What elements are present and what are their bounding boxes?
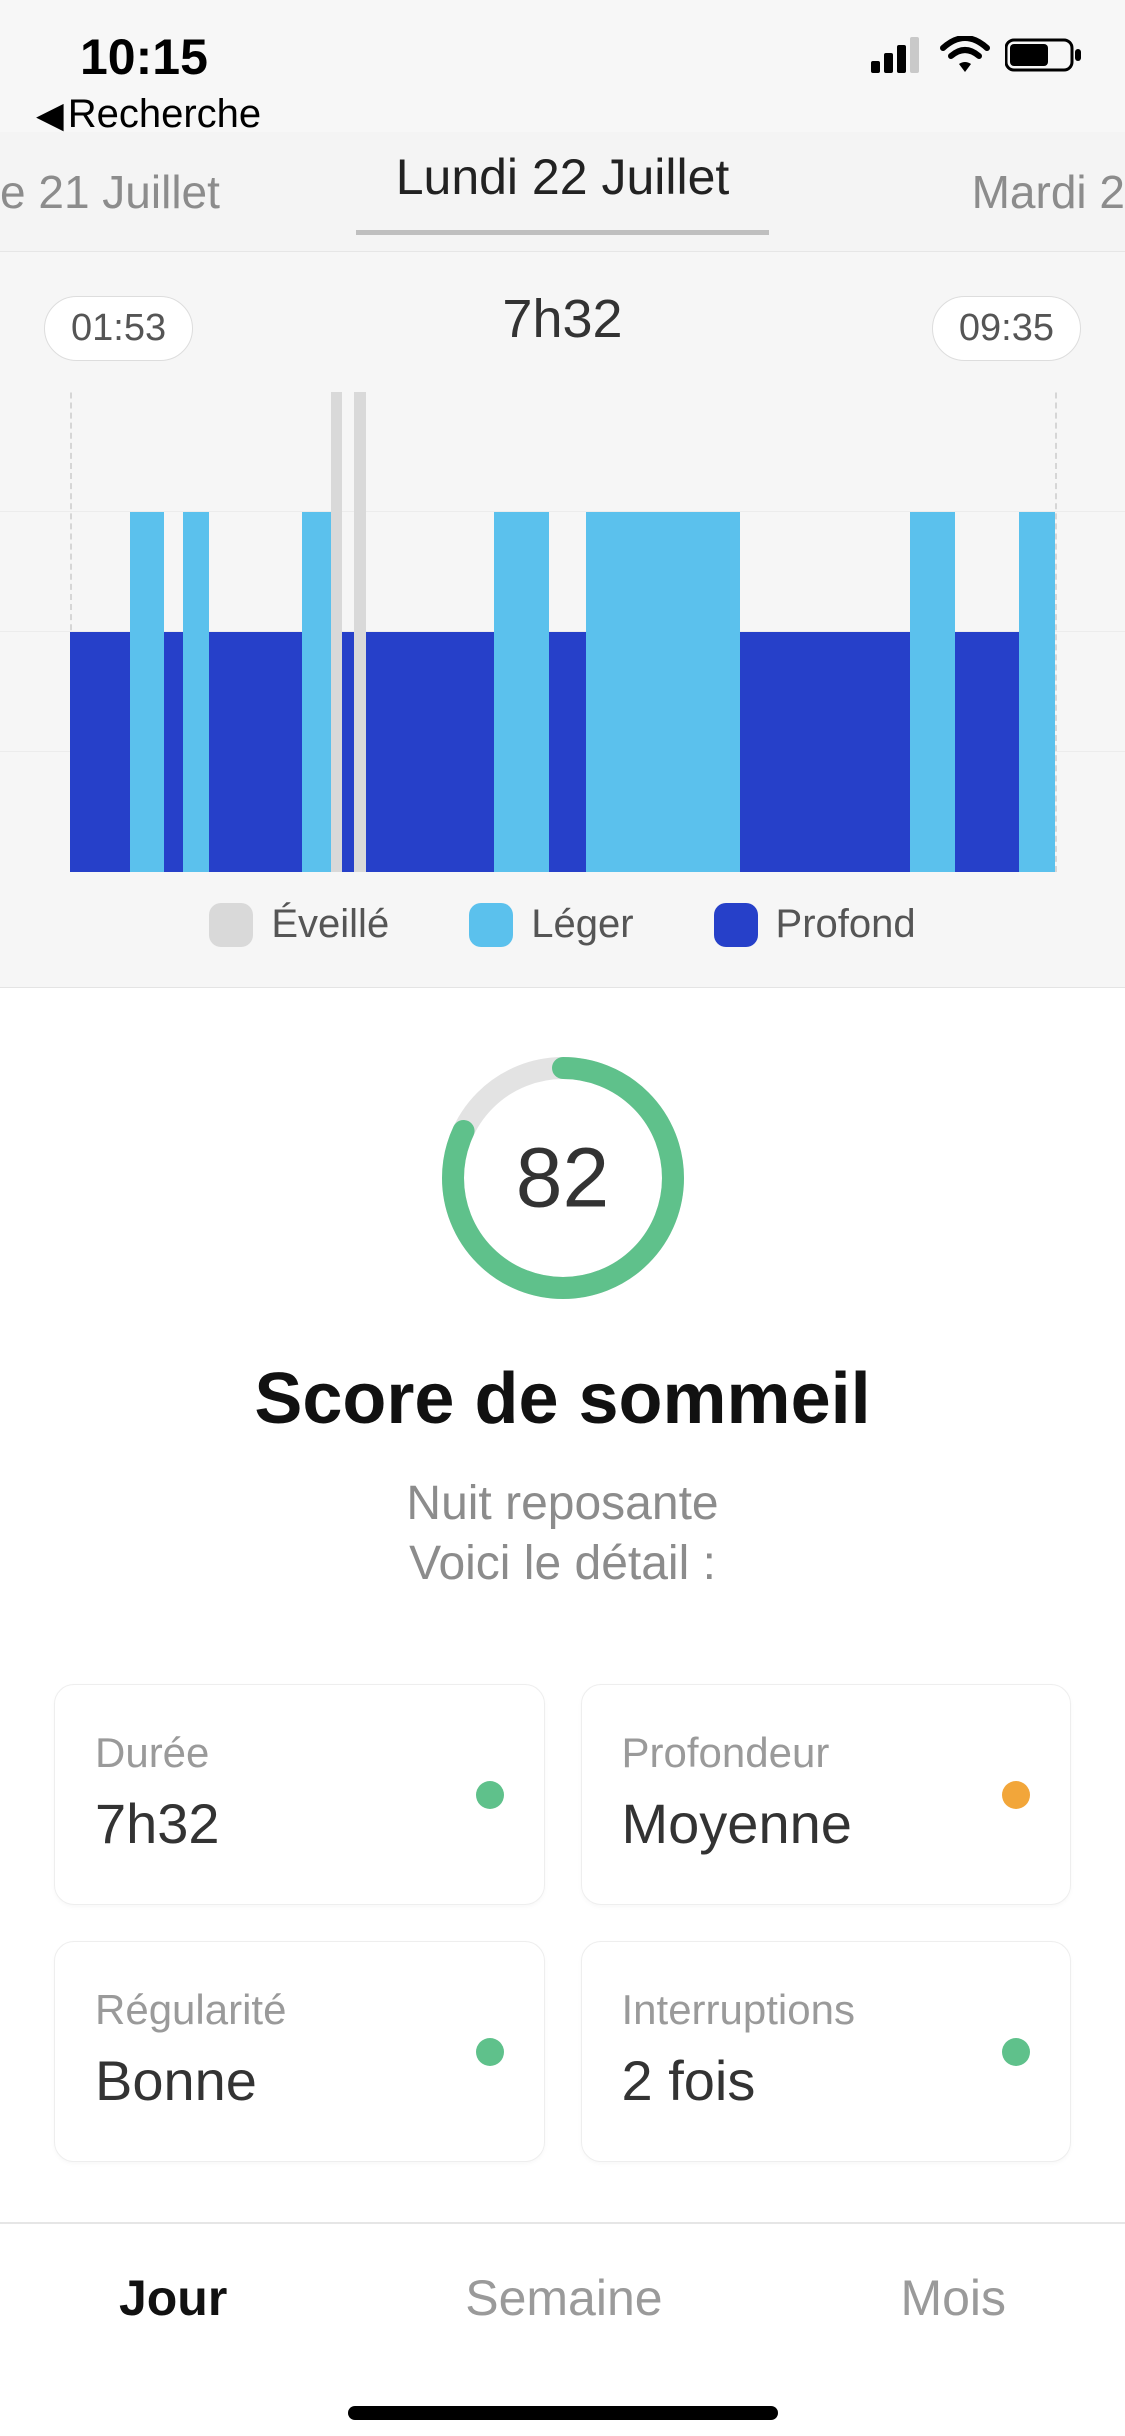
score-gauge[interactable]: 82 — [433, 1048, 693, 1308]
legend-item-awake: Éveillé — [209, 902, 389, 947]
legend-item-light: Léger — [469, 902, 633, 947]
card-status-dot — [476, 1781, 504, 1809]
sleep-chart-area: 01:53 7h32 09:35 Éveillé Léger Profond — [0, 252, 1125, 988]
sleep-segment-deep — [740, 632, 910, 872]
sleep-segment-light — [1019, 512, 1055, 872]
card-label: Profondeur — [622, 1729, 1031, 1777]
sleep-segment-deep — [209, 632, 302, 872]
card-value: 2 fois — [622, 2048, 1031, 2113]
score-value: 82 — [433, 1130, 693, 1227]
card-value: 7h32 — [95, 1791, 504, 1856]
card-value: Bonne — [95, 2048, 504, 2113]
sleep-duration: 7h32 — [502, 288, 622, 350]
score-subtitle: Nuit reposante Voici le détail : — [0, 1474, 1125, 1594]
chart-header: 01:53 7h32 09:35 — [0, 288, 1125, 368]
chart-gridline — [0, 511, 1125, 512]
chart-end-guide — [1055, 392, 1057, 872]
date-next[interactable]: Mardi 2 — [905, 165, 1125, 219]
period-tabs: Jour Semaine Mois — [0, 2222, 1125, 2372]
legend-label: Léger — [531, 902, 633, 947]
back-to-search[interactable]: ◀ Recherche — [36, 92, 261, 137]
card-status-dot — [476, 2038, 504, 2066]
card-status-dot — [1002, 2038, 1030, 2066]
status-right-cluster — [871, 36, 1083, 79]
legend-item-deep: Profond — [714, 902, 916, 947]
detail-card-2[interactable]: Régularité Bonne — [54, 1941, 545, 2162]
sleep-segment-awake — [354, 392, 367, 872]
sleep-segment-light — [183, 512, 209, 872]
score-section: 82 Score de sommeil Nuit reposante Voici… — [0, 988, 1125, 1594]
detail-cards: Durée 7h32 Profondeur Moyenne Régularité Bonn… — [0, 1594, 1125, 2222]
period-tab-semaine[interactable]: Semaine — [465, 2269, 662, 2327]
sleep-segment-light — [494, 512, 549, 872]
cellular-icon — [871, 37, 925, 78]
card-status-dot — [1002, 1781, 1030, 1809]
sleep-segment-light — [130, 512, 165, 872]
card-label: Durée — [95, 1729, 504, 1777]
detail-card-1[interactable]: Profondeur Moyenne — [581, 1684, 1072, 1905]
date-selector[interactable]: e 21 Juillet Lundi 22 Juillet Mardi 2 — [0, 132, 1125, 252]
sleep-chart-canvas[interactable] — [0, 392, 1125, 872]
sleep-end-pill: 09:35 — [932, 296, 1081, 361]
legend-swatch-awake — [209, 903, 253, 947]
legend-label: Éveillé — [271, 902, 389, 947]
status-time: 10:15 — [80, 28, 208, 86]
chart-legend: Éveillé Léger Profond — [0, 872, 1125, 987]
back-caret-icon: ◀ — [36, 94, 64, 136]
sleep-segment-deep — [366, 632, 494, 872]
detail-card-3[interactable]: Interruptions 2 fois — [581, 1941, 1072, 2162]
status-bar: 10:15 ◀ Recherche — [0, 0, 1125, 132]
sleep-segment-deep — [70, 632, 130, 872]
back-label: Recherche — [68, 92, 261, 137]
battery-icon — [1005, 37, 1083, 78]
sleep-segment-deep — [342, 632, 354, 872]
detail-card-0[interactable]: Durée 7h32 — [54, 1684, 545, 1905]
wifi-icon — [939, 36, 991, 79]
date-prev[interactable]: e 21 Juillet — [0, 165, 220, 219]
legend-label: Profond — [776, 902, 916, 947]
legend-swatch-light — [469, 903, 513, 947]
sleep-segment-deep — [955, 632, 1019, 872]
legend-swatch-deep — [714, 903, 758, 947]
card-label: Interruptions — [622, 1986, 1031, 2034]
card-value: Moyenne — [622, 1791, 1031, 1856]
period-tab-jour[interactable]: Jour — [119, 2269, 227, 2327]
score-title: Score de sommeil — [0, 1358, 1125, 1440]
home-indicator[interactable] — [348, 2406, 778, 2420]
sleep-segment-deep — [549, 632, 586, 872]
date-current[interactable]: Lundi 22 Juillet — [356, 148, 770, 235]
sleep-segment-light — [910, 512, 955, 872]
sleep-segment-light — [302, 512, 330, 872]
sleep-segment-awake — [331, 392, 343, 872]
sleep-segment-light — [586, 512, 740, 872]
card-label: Régularité — [95, 1986, 504, 2034]
sleep-segment-deep — [164, 632, 183, 872]
sleep-start-pill: 01:53 — [44, 296, 193, 361]
period-tab-mois[interactable]: Mois — [900, 2269, 1006, 2327]
